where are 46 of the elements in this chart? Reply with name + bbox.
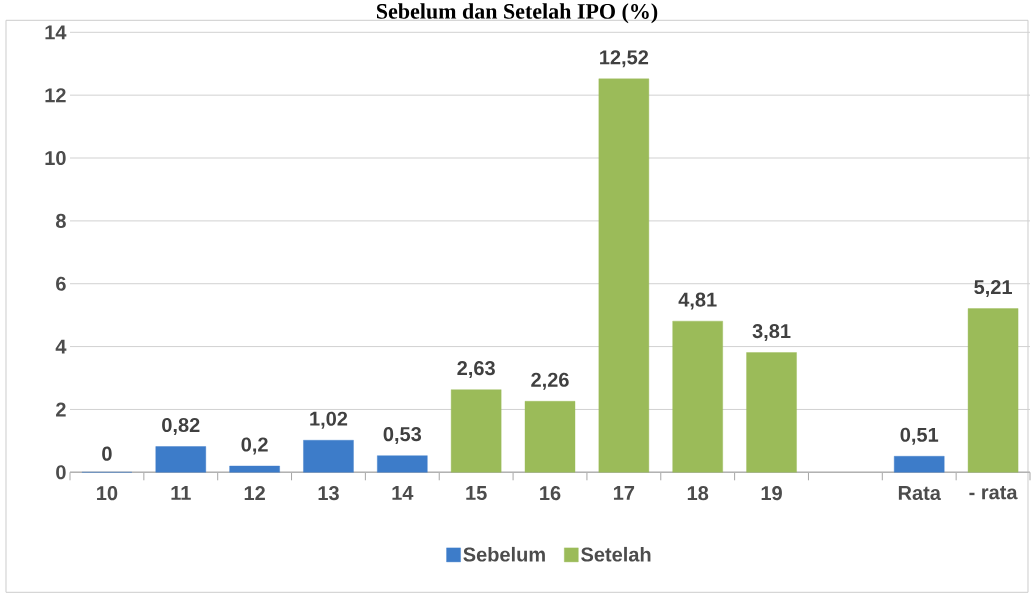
y-tick-label: 6 xyxy=(56,276,66,291)
x-tick-label: 14 xyxy=(392,485,414,500)
y-tick-label: 8 xyxy=(55,213,66,228)
data-label: 2,63 xyxy=(457,360,495,378)
bar xyxy=(377,455,428,473)
x-tick-label: 15 xyxy=(466,485,487,500)
data-label: 0,51 xyxy=(900,427,939,445)
data-label: 0 xyxy=(102,446,112,461)
data-label: 0,2 xyxy=(241,437,268,455)
data-label: 1,02 xyxy=(310,411,348,429)
x-tick-label: Rata xyxy=(898,485,942,500)
data-label: 0,53 xyxy=(383,426,422,444)
bar xyxy=(598,78,650,473)
bar xyxy=(303,439,354,473)
y-tick-label: 10 xyxy=(45,150,66,165)
y-tick-label: 14 xyxy=(45,25,67,40)
y-tick-label: 4 xyxy=(55,339,67,354)
x-tick-label: 13 xyxy=(318,485,339,501)
bar xyxy=(672,320,723,473)
bar xyxy=(450,389,502,473)
data-label: 2,26 xyxy=(531,372,569,390)
data-label: 4,81 xyxy=(678,292,717,310)
legend-label: Sebelum xyxy=(463,546,545,562)
x-tick-label: 11 xyxy=(171,485,191,500)
bar xyxy=(524,400,576,473)
y-tick-label: 12 xyxy=(45,88,66,102)
bar xyxy=(229,465,280,473)
data-label: 5,21 xyxy=(974,279,1012,297)
x-tick-label: 10 xyxy=(97,485,118,501)
x-tick-label: 19 xyxy=(761,485,782,501)
data-label: 0,82 xyxy=(162,417,200,435)
chart-title: Sebelum dan Setelah IPO (%) xyxy=(377,3,658,24)
x-tick-label: 16 xyxy=(540,485,561,501)
bar xyxy=(155,446,206,473)
bar xyxy=(894,455,945,473)
bar xyxy=(967,308,1019,473)
x-tick-label: 12 xyxy=(244,485,265,500)
y-tick-label: 2 xyxy=(56,402,66,417)
legend-label: Setelah xyxy=(581,546,651,562)
x-tick-label: 18 xyxy=(687,485,709,501)
y-tick-label: 0 xyxy=(56,465,66,480)
data-label: 12,52 xyxy=(600,50,649,68)
data-label: 3,81 xyxy=(752,323,791,341)
bar xyxy=(746,352,797,473)
x-tick-label: - rata xyxy=(969,485,1018,500)
x-tick-label: 17 xyxy=(613,485,635,500)
